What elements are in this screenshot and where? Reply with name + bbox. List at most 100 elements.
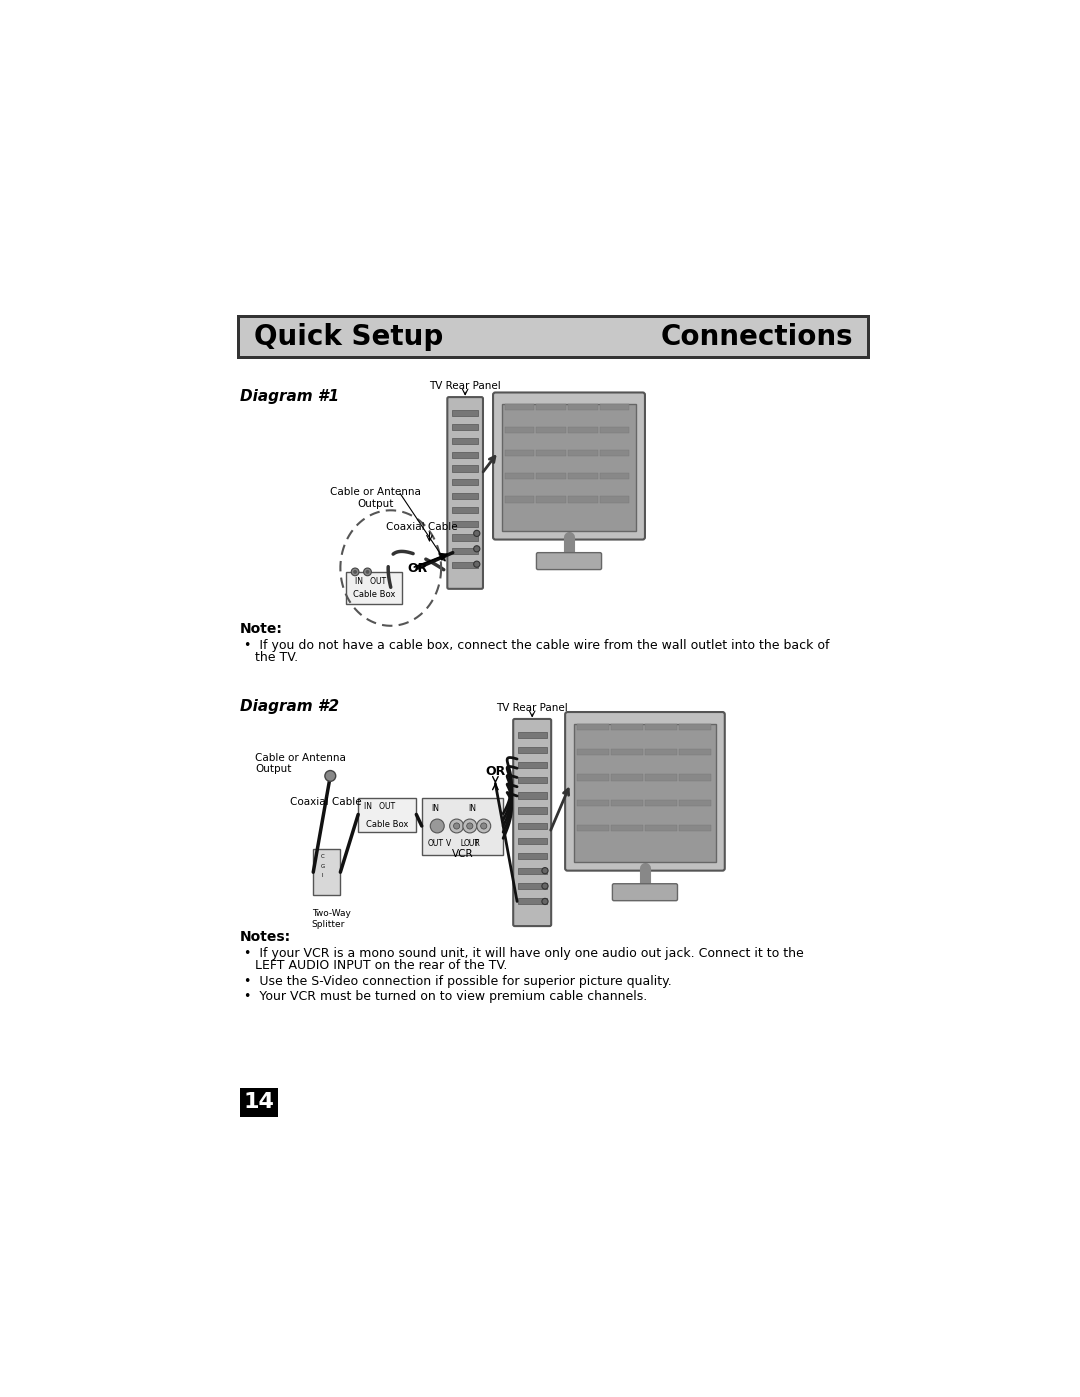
FancyBboxPatch shape: [645, 749, 677, 756]
FancyBboxPatch shape: [600, 450, 630, 457]
FancyBboxPatch shape: [645, 800, 677, 806]
FancyBboxPatch shape: [517, 807, 546, 813]
FancyBboxPatch shape: [645, 826, 677, 831]
FancyBboxPatch shape: [504, 496, 535, 503]
Text: Cable Box: Cable Box: [352, 591, 395, 599]
Circle shape: [542, 898, 548, 904]
Text: Cable or Antenna
Output: Cable or Antenna Output: [255, 753, 346, 774]
FancyBboxPatch shape: [447, 397, 483, 588]
FancyBboxPatch shape: [238, 316, 869, 359]
Text: Notes:: Notes:: [240, 930, 291, 944]
FancyBboxPatch shape: [611, 749, 643, 756]
FancyBboxPatch shape: [451, 437, 478, 444]
FancyBboxPatch shape: [494, 393, 645, 539]
FancyBboxPatch shape: [517, 747, 546, 753]
FancyBboxPatch shape: [240, 317, 867, 356]
FancyBboxPatch shape: [517, 732, 546, 738]
FancyBboxPatch shape: [679, 749, 711, 756]
FancyBboxPatch shape: [422, 798, 503, 855]
FancyBboxPatch shape: [600, 427, 630, 433]
FancyBboxPatch shape: [451, 562, 478, 569]
Text: C: C: [321, 855, 324, 859]
FancyBboxPatch shape: [537, 553, 602, 570]
Text: OUT: OUT: [428, 840, 444, 848]
FancyBboxPatch shape: [451, 479, 478, 485]
Circle shape: [476, 819, 490, 833]
Circle shape: [454, 823, 460, 828]
FancyBboxPatch shape: [504, 427, 535, 433]
Text: Quick Setup: Quick Setup: [254, 323, 443, 351]
Text: the TV.: the TV.: [255, 651, 298, 664]
Text: TV Rear Panel: TV Rear Panel: [429, 381, 501, 391]
FancyBboxPatch shape: [679, 826, 711, 831]
Text: Diagram #1: Diagram #1: [240, 388, 339, 404]
Text: IN: IN: [432, 803, 440, 813]
Text: Cable or Antenna
Output: Cable or Antenna Output: [329, 488, 421, 509]
Text: Diagram #2: Diagram #2: [240, 698, 339, 714]
Text: Two-Way
Splitter: Two-Way Splitter: [312, 909, 351, 929]
Circle shape: [463, 819, 476, 833]
Text: •  If you do not have a cable box, connect the cable wire from the wall outlet i: • If you do not have a cable box, connec…: [243, 638, 829, 652]
Text: Coaxial Cable: Coaxial Cable: [386, 522, 458, 532]
FancyBboxPatch shape: [313, 849, 340, 895]
FancyBboxPatch shape: [240, 1088, 279, 1118]
FancyBboxPatch shape: [517, 898, 546, 904]
Circle shape: [325, 771, 336, 781]
FancyBboxPatch shape: [568, 450, 597, 457]
FancyBboxPatch shape: [568, 496, 597, 503]
FancyBboxPatch shape: [517, 823, 546, 828]
Circle shape: [430, 819, 444, 833]
Circle shape: [474, 562, 480, 567]
FancyBboxPatch shape: [451, 521, 478, 527]
FancyBboxPatch shape: [537, 474, 566, 479]
FancyBboxPatch shape: [517, 792, 546, 799]
FancyBboxPatch shape: [537, 450, 566, 457]
FancyBboxPatch shape: [451, 493, 478, 499]
FancyBboxPatch shape: [645, 774, 677, 781]
Text: LEFT AUDIO INPUT on the rear of the TV.: LEFT AUDIO INPUT on the rear of the TV.: [255, 960, 508, 972]
FancyBboxPatch shape: [517, 777, 546, 784]
Circle shape: [351, 569, 359, 576]
Circle shape: [467, 823, 473, 828]
Text: •  If your VCR is a mono sound unit, it will have only one audio out jack. Conne: • If your VCR is a mono sound unit, it w…: [243, 947, 804, 960]
FancyBboxPatch shape: [451, 535, 478, 541]
FancyBboxPatch shape: [504, 474, 535, 479]
FancyBboxPatch shape: [504, 450, 535, 457]
FancyBboxPatch shape: [537, 496, 566, 503]
FancyBboxPatch shape: [504, 404, 535, 411]
Text: TV Rear Panel: TV Rear Panel: [497, 703, 568, 712]
FancyBboxPatch shape: [577, 826, 608, 831]
FancyBboxPatch shape: [611, 724, 643, 729]
Circle shape: [474, 531, 480, 536]
Text: •  Use the S-Video connection if possible for superior picture quality.: • Use the S-Video connection if possible…: [243, 975, 672, 988]
Circle shape: [364, 569, 372, 576]
FancyBboxPatch shape: [517, 838, 546, 844]
Text: IN: IN: [468, 803, 476, 813]
FancyBboxPatch shape: [611, 774, 643, 781]
Text: OR: OR: [485, 764, 505, 778]
FancyBboxPatch shape: [577, 800, 608, 806]
FancyBboxPatch shape: [513, 719, 551, 926]
FancyBboxPatch shape: [568, 474, 597, 479]
FancyBboxPatch shape: [600, 496, 630, 503]
FancyBboxPatch shape: [451, 507, 478, 513]
Text: I: I: [322, 873, 323, 877]
FancyBboxPatch shape: [577, 774, 608, 781]
FancyBboxPatch shape: [679, 774, 711, 781]
FancyBboxPatch shape: [573, 724, 716, 862]
Text: V    L    R: V L R: [446, 840, 480, 848]
Circle shape: [365, 570, 369, 574]
Text: •  Your VCR must be turned on to view premium cable channels.: • Your VCR must be turned on to view pre…: [243, 990, 647, 1003]
FancyBboxPatch shape: [517, 852, 546, 859]
Text: VCR: VCR: [451, 849, 473, 859]
Text: 14: 14: [244, 1092, 274, 1112]
Text: OUT: OUT: [464, 840, 481, 848]
FancyBboxPatch shape: [577, 749, 608, 756]
FancyBboxPatch shape: [568, 427, 597, 433]
FancyBboxPatch shape: [451, 548, 478, 555]
Text: Coaxial Cable: Coaxial Cable: [291, 796, 362, 806]
FancyBboxPatch shape: [611, 800, 643, 806]
FancyBboxPatch shape: [346, 571, 402, 605]
FancyBboxPatch shape: [517, 883, 546, 888]
Circle shape: [474, 546, 480, 552]
